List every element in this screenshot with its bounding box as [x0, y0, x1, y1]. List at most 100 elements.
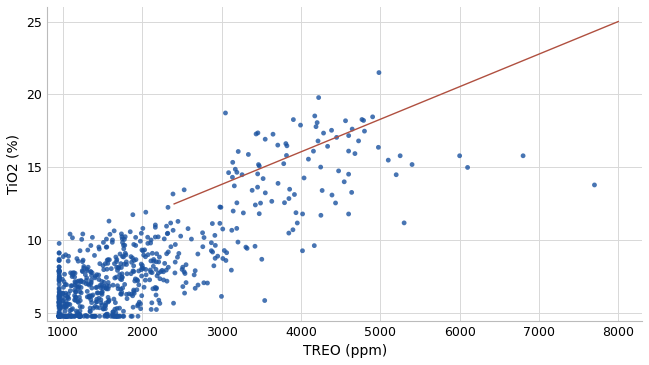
Point — [83, 281, 93, 287]
Point — [99, 313, 110, 319]
Point — [150, 224, 160, 230]
Point — [233, 239, 243, 245]
Point — [215, 204, 225, 210]
Point — [147, 270, 157, 276]
Point — [253, 162, 263, 168]
Point — [73, 313, 84, 319]
Point — [117, 236, 127, 242]
Point — [58, 290, 68, 296]
Point — [247, 187, 258, 193]
Point — [168, 300, 178, 306]
Point — [107, 239, 117, 245]
Point — [130, 243, 141, 249]
Point — [141, 266, 151, 272]
Point — [114, 305, 125, 311]
Point — [95, 285, 106, 291]
Point — [118, 242, 129, 248]
Point — [101, 300, 111, 306]
Point — [101, 286, 112, 292]
Point — [54, 313, 64, 319]
Point — [100, 302, 110, 308]
Point — [347, 189, 357, 195]
Point — [220, 110, 230, 116]
Point — [407, 162, 417, 168]
Point — [111, 310, 121, 316]
Point — [103, 257, 114, 262]
Point — [173, 219, 183, 224]
Point — [99, 267, 109, 273]
Point — [251, 131, 262, 137]
Point — [58, 284, 69, 290]
Point — [179, 269, 190, 275]
Point — [86, 297, 96, 303]
Point — [54, 313, 64, 319]
Point — [149, 258, 159, 264]
Point — [230, 166, 241, 172]
Point — [229, 183, 239, 189]
Point — [62, 313, 73, 319]
Point — [118, 254, 129, 260]
Point — [170, 259, 180, 265]
Point — [62, 294, 73, 300]
Point — [54, 313, 64, 319]
Point — [86, 293, 97, 299]
Point — [54, 297, 64, 303]
Point — [383, 157, 393, 163]
Point — [129, 258, 140, 264]
Point — [77, 268, 88, 274]
Point — [64, 313, 75, 319]
Point — [71, 256, 82, 262]
Point — [148, 286, 158, 292]
Point — [118, 308, 129, 314]
Point — [117, 274, 127, 280]
Point — [223, 170, 234, 176]
Point — [112, 268, 123, 273]
Point — [374, 70, 384, 76]
Point — [178, 284, 188, 289]
Point — [95, 261, 105, 266]
Point — [119, 281, 130, 287]
Point — [334, 168, 344, 174]
Point — [60, 308, 70, 314]
Point — [284, 196, 294, 201]
Point — [54, 299, 64, 304]
Point — [78, 231, 88, 237]
Point — [82, 288, 92, 294]
Point — [67, 274, 77, 280]
Point — [232, 200, 242, 206]
Point — [94, 246, 104, 252]
Point — [93, 277, 104, 283]
Point — [207, 220, 217, 226]
Point — [295, 122, 306, 128]
Point — [54, 313, 64, 319]
Point — [100, 303, 110, 309]
Point — [151, 286, 161, 292]
Point — [113, 286, 123, 292]
Point — [140, 254, 151, 260]
Point — [154, 300, 165, 306]
Point — [303, 156, 313, 162]
Point — [156, 269, 166, 274]
Point — [54, 299, 64, 305]
Point — [104, 297, 114, 303]
Point — [117, 239, 128, 245]
Point — [95, 283, 105, 288]
Point — [350, 151, 360, 157]
Point — [232, 226, 242, 231]
Point — [103, 261, 113, 266]
Point — [98, 306, 108, 312]
Point — [250, 202, 260, 208]
Point — [54, 299, 64, 305]
Point — [145, 240, 156, 246]
Point — [89, 313, 99, 319]
Point — [66, 313, 77, 319]
Point — [291, 210, 301, 216]
Point — [127, 255, 138, 261]
Point — [54, 313, 64, 319]
Point — [330, 200, 341, 206]
Point — [147, 300, 157, 306]
Point — [54, 313, 64, 319]
Point — [137, 247, 147, 253]
Point — [63, 301, 73, 307]
Point — [54, 313, 64, 319]
